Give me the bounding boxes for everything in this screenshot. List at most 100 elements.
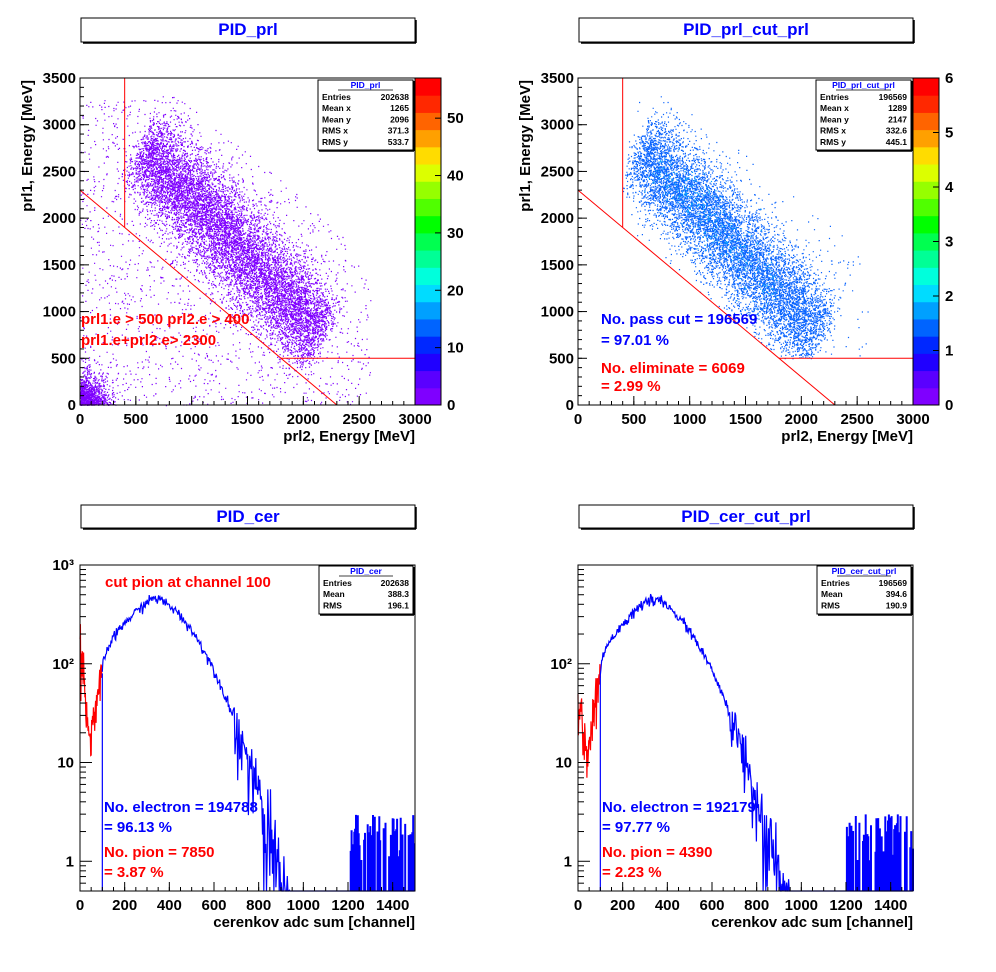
stats-value: 202638	[381, 92, 410, 102]
y-tick-label: 2500	[541, 163, 574, 180]
palette-swatch	[913, 284, 939, 303]
chart-title-box	[80, 17, 416, 43]
scatter-points	[622, 96, 869, 360]
palette-swatch	[913, 301, 939, 320]
palette-swatch	[415, 250, 441, 268]
x-tick-label: 0	[76, 411, 84, 428]
stats-label: RMS	[821, 600, 840, 610]
y-tick-label: 2000	[43, 210, 76, 227]
x-tick-label: 1400	[874, 897, 907, 914]
palette-swatch	[415, 112, 441, 131]
palette-swatch	[415, 353, 441, 372]
x-tick-label: 3000	[398, 411, 431, 428]
z-tick-label: 10	[447, 340, 464, 357]
plot-marks	[577, 78, 913, 406]
annotation-text: = 2.23 %	[602, 864, 662, 881]
stats-title: PID_cer	[350, 566, 382, 576]
y-tick-label: 3500	[43, 70, 76, 87]
x-tick-label: 2000	[785, 411, 818, 428]
stats-value: 332.6	[886, 126, 908, 136]
x-tick-label: 1000	[175, 411, 208, 428]
palette-swatch	[415, 215, 441, 234]
x-tick-label: 1500	[231, 411, 264, 428]
palette-swatch	[913, 318, 939, 337]
stats-label: Entries	[821, 578, 850, 588]
x-tick-label: 0	[574, 411, 582, 428]
palette-swatch	[415, 146, 441, 165]
chart-title-box	[578, 504, 914, 529]
stats-title: PID_prl	[351, 80, 381, 90]
x-tick-label: 0	[76, 897, 84, 914]
palette-swatch	[913, 112, 939, 131]
palette-swatch	[415, 387, 441, 406]
pion-histogram	[577, 664, 601, 778]
annotation-text: prl1.e > 500 prl2.e > 400	[81, 311, 249, 328]
chart-p4: PID_cer_cut_prl 0 200 400 600 800 1000 1200 1400…	[550, 504, 915, 931]
x-tick-label: 3000	[896, 411, 929, 428]
stats-label: Entries	[323, 578, 352, 588]
plot-frame	[577, 564, 914, 892]
palette-swatch	[913, 232, 939, 251]
annotation-text: = 3.87 %	[104, 864, 164, 881]
stats-box	[317, 79, 414, 151]
stats-title: PID_cer_cut_prl	[832, 566, 897, 576]
x-tick-label: 400	[655, 897, 680, 914]
x-tick-label: 1000	[785, 897, 818, 914]
z-tick-label: 20	[447, 282, 464, 299]
annotation-text: prl1.e+prl2.e> 2300	[81, 332, 216, 349]
y-tick-label: 10²	[52, 656, 74, 673]
y-tick-label: 1000	[541, 304, 574, 321]
x-tick-label: 800	[744, 897, 769, 914]
plot-frame	[577, 77, 914, 406]
annotation-text: No. eliminate = 6069	[601, 360, 745, 377]
annotation-text: No. pass cut = 196569	[601, 311, 757, 328]
palette-swatch	[913, 387, 939, 406]
y-tick-label: 500	[549, 350, 574, 367]
palette-swatch	[415, 198, 441, 217]
palette-swatch	[415, 95, 441, 113]
x-axis-label: cerenkov adc sum [channel]	[213, 914, 415, 931]
stats-value: 196569	[879, 92, 908, 102]
palette-swatch	[913, 198, 939, 217]
stats-title: PID_prl_cut_prl	[832, 80, 895, 90]
x-tick-label: 1000	[673, 411, 706, 428]
stats-box	[816, 565, 912, 615]
palette-swatch	[913, 336, 939, 354]
x-axis-label: prl2, Energy [MeV]	[781, 428, 913, 445]
palette-swatch	[913, 181, 939, 199]
plot-frame	[79, 564, 416, 892]
stats-value: 1289	[888, 103, 907, 113]
x-tick-label: 2500	[840, 411, 873, 428]
annotation-text: No. pion = 7850	[104, 844, 214, 861]
stats-box	[318, 565, 414, 615]
annotation-text: = 96.13 %	[104, 819, 172, 836]
palette-swatch	[415, 301, 441, 320]
palette-swatch	[913, 370, 939, 389]
palette-swatch	[913, 250, 939, 268]
x-tick-label: 200	[610, 897, 635, 914]
stats-value: 190.9	[886, 600, 908, 610]
x-tick-label: 600	[699, 897, 724, 914]
palette-swatch	[415, 164, 441, 182]
palette-swatch	[913, 146, 939, 165]
stats-value: 196.1	[388, 600, 410, 610]
stats-label: Mean y	[820, 114, 849, 124]
palette-swatch	[913, 95, 939, 113]
chart-title: PID_prl_cut_prl	[683, 20, 809, 39]
annotation-text: = 97.77 %	[602, 819, 670, 836]
stats-label: RMS y	[820, 137, 846, 147]
palette-swatch	[913, 78, 939, 96]
electron-histogram-tail	[349, 814, 416, 891]
palette-swatch	[415, 129, 441, 148]
y-tick-label: 3000	[541, 117, 574, 134]
chart-p3: PID_cer 0 200 400 600 800 1000 1200 1400 1 10 10² 10…	[52, 504, 417, 931]
stats-label: RMS y	[322, 137, 348, 147]
x-tick-label: 500	[123, 411, 148, 428]
annotation-text: No. electron = 194788	[104, 799, 258, 816]
y-tick-label: 3500	[541, 70, 574, 87]
y-tick-label: 10	[555, 755, 572, 772]
palette-swatch	[415, 78, 441, 96]
annotation-text: cut pion at channel 100	[105, 574, 271, 591]
stats-value: 2147	[888, 114, 907, 124]
